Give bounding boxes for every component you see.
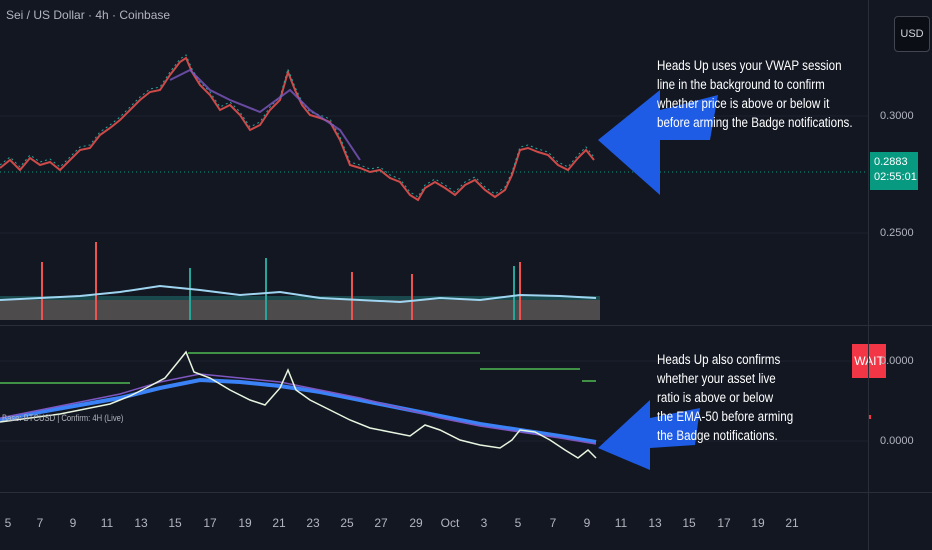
indicator-legend[interactable]: Base: BTCUSD | Confirm: 4H (Live) xyxy=(2,413,124,423)
time-tick: 7 xyxy=(549,516,557,530)
volume-bars xyxy=(0,242,600,320)
bar-countdown: 02:55:01 xyxy=(874,171,917,183)
time-tick: 15 xyxy=(682,516,696,530)
time-tick: 23 xyxy=(306,516,320,530)
indicator-scale-label: 0.0000 xyxy=(880,355,914,367)
axis-corner xyxy=(868,492,932,550)
time-tick: 19 xyxy=(751,516,765,530)
indicator-scale-label: 0.0000 xyxy=(880,435,914,447)
annotation-line: the Badge notifications. xyxy=(657,428,778,443)
time-tick: 17 xyxy=(717,516,731,530)
time-tick: 17 xyxy=(203,516,217,530)
time-tick: Oct xyxy=(440,516,460,530)
pane-divider[interactable] xyxy=(0,325,932,326)
annotation-line: ratio is above or below xyxy=(657,390,774,405)
wait-marker xyxy=(868,415,871,419)
time-tick: 11 xyxy=(614,516,628,530)
time-tick: 19 xyxy=(238,516,252,530)
time-tick: 9 xyxy=(583,516,591,530)
volume-ma-line xyxy=(0,284,597,304)
time-tick: 11 xyxy=(100,516,114,530)
indicator-dots xyxy=(0,352,596,384)
time-tick: 27 xyxy=(374,516,388,530)
time-tick: 25 xyxy=(340,516,354,530)
chart-canvas[interactable] xyxy=(0,0,868,492)
price-label: 0.3000 xyxy=(880,110,914,122)
price-label: 0.2500 xyxy=(880,227,914,239)
last-price: 0.2883 xyxy=(874,156,908,168)
time-tick: 21 xyxy=(272,516,286,530)
time-tick: 15 xyxy=(168,516,182,530)
vwap-ratio-line xyxy=(0,373,597,445)
price-scale[interactable]: USD xyxy=(868,0,932,492)
ratio-line xyxy=(0,350,597,459)
time-tick: 7 xyxy=(36,516,44,530)
grid-lines xyxy=(0,115,868,442)
annotation-top: Heads Up uses your VWAP session line in … xyxy=(657,56,853,132)
time-tick: 3 xyxy=(480,516,488,530)
time-tick: 13 xyxy=(648,516,662,530)
symbol-title[interactable]: Sei / US Dollar · 4h · Coinbase xyxy=(6,8,171,22)
price-candles xyxy=(0,54,595,202)
ema-50-line xyxy=(0,377,597,444)
annotation-bottom: Heads Up also confirms whether your asse… xyxy=(657,350,793,445)
time-tick: 5 xyxy=(514,516,522,530)
annotation-line: the EMA-50 before arming xyxy=(657,409,794,424)
annotation-line: whether price is above or below it xyxy=(657,96,830,111)
plot-area[interactable]: Sei / US Dollar · 4h · Coinbase Heads Up… xyxy=(0,0,886,492)
arrow-top-icon xyxy=(598,90,718,195)
time-tick: 29 xyxy=(409,516,423,530)
annotation-line: Heads Up uses your VWAP session xyxy=(657,58,842,73)
vwap-line xyxy=(169,68,361,161)
time-tick: 13 xyxy=(134,516,148,530)
annotation-line: line in the background to confirm xyxy=(657,77,825,92)
arrow-bottom-icon xyxy=(598,400,700,470)
annotation-line: Heads Up also confirms xyxy=(657,352,781,367)
time-tick: 9 xyxy=(69,516,77,530)
annotation-line: whether your asset live xyxy=(657,371,776,386)
time-axis[interactable] xyxy=(0,492,868,550)
currency-button[interactable]: USD xyxy=(894,16,930,52)
last-price-badge: 0.2883 02:55:01 xyxy=(870,152,918,190)
time-tick: 5 xyxy=(4,516,12,530)
annotation-line: before arming the Badge notifications. xyxy=(657,115,853,130)
status-badge-wait: WAIT xyxy=(852,344,886,378)
time-tick: 21 xyxy=(785,516,799,530)
